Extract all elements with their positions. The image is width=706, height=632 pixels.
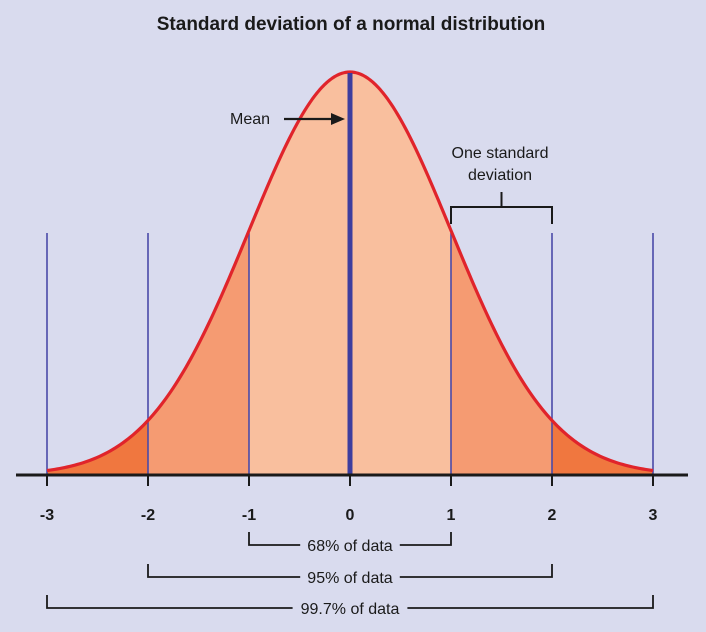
range-bracket-right-68 — [399, 532, 452, 546]
tick-label-minus-1: -1 — [242, 507, 256, 524]
tick-label-minus-3: -3 — [40, 507, 54, 524]
range-label-95: 95% of data — [307, 570, 393, 587]
range-bracket-right-99-7 — [407, 595, 654, 609]
range-bracket-left-95 — [147, 564, 301, 578]
data-range-brackets: 68% of data 95% of data 99.7% of data — [46, 532, 654, 618]
tick-label-1: 1 — [447, 507, 456, 524]
tick-label-2: 2 — [548, 507, 557, 524]
tick-label-0: 0 — [346, 507, 355, 524]
mean-arrow-head — [331, 113, 345, 125]
sd-label-line1: One standard — [452, 145, 549, 162]
tick-label-3: 3 — [649, 507, 658, 524]
bell-curve — [46, 70, 654, 473]
annotations: Mean One standard deviation — [230, 111, 553, 224]
sd-label-line2: deviation — [468, 167, 532, 184]
bell-curve-group — [46, 70, 654, 475]
range-bracket-left-68 — [248, 532, 301, 546]
tick-label-minus-2: -2 — [141, 507, 155, 524]
range-label-99-7: 99.7% of data — [301, 601, 400, 618]
x-axis-ticks: -3 -2 -1 0 1 2 3 — [40, 475, 658, 524]
range-bracket-right-95 — [399, 564, 553, 578]
chart-title: Standard deviation of a normal distribut… — [157, 14, 545, 35]
range-label-68: 68% of data — [307, 538, 393, 555]
sd-boundary-lines — [46, 233, 654, 475]
mean-label: Mean — [230, 111, 270, 128]
range-bracket-left-99-7 — [46, 595, 293, 609]
